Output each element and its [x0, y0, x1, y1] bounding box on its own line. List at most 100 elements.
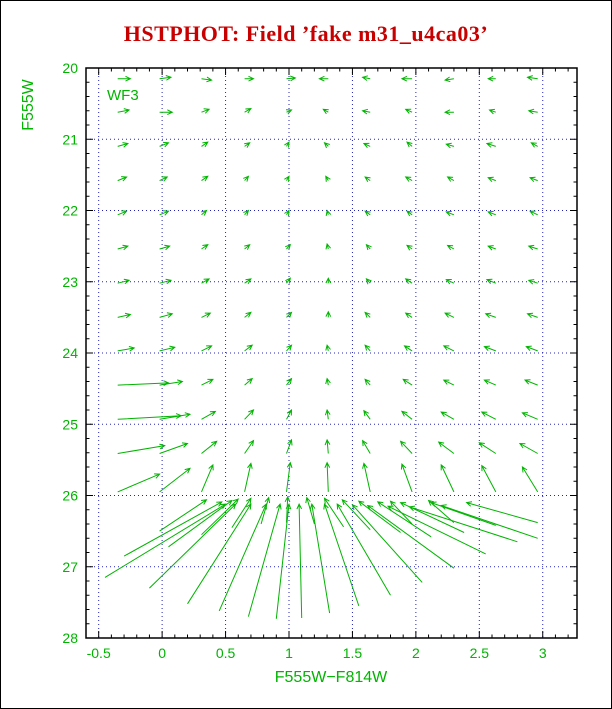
camera-label: WF3 [107, 87, 139, 104]
vector-arrow [286, 311, 293, 318]
vector-arrow [444, 312, 455, 318]
y-tick-label: 20 [62, 60, 78, 76]
vector-arrow [247, 502, 282, 617]
vector-arrow [484, 312, 496, 319]
vector-arrow [530, 142, 538, 148]
chart-title: HSTPHOT: Field ’fake m31_u4ca03’ [123, 21, 489, 46]
y-tick-label: 27 [62, 559, 78, 575]
vector-arrow [284, 141, 290, 148]
vector-arrow [159, 141, 170, 148]
vector-arrow [404, 176, 413, 182]
vector-arrow [404, 312, 413, 319]
vector-arrow [244, 462, 253, 493]
x-tick-label: 0.5 [216, 645, 236, 661]
vector-arrow [324, 408, 331, 420]
vector-arrow [487, 75, 496, 82]
vector-arrow [376, 501, 432, 538]
vector-arrow [322, 108, 329, 115]
vector-arrow [527, 279, 538, 285]
vector-arrow [117, 108, 131, 114]
vector-arrow [159, 278, 173, 285]
x-tick-label: 2 [412, 645, 420, 661]
vector-arrow [325, 175, 331, 182]
vector-arrow [404, 278, 413, 284]
vector-arrow [117, 75, 132, 82]
vector-arrow [243, 209, 250, 216]
vector-arrow [201, 141, 209, 148]
vector-arrow [159, 345, 176, 352]
vector-arrow [284, 209, 290, 217]
vector-arrow [117, 176, 128, 182]
vector-arrow [305, 496, 315, 525]
vector-arrow [117, 278, 131, 285]
vector-arrow [445, 279, 455, 285]
vector-arrow [525, 345, 538, 352]
vector-arrow [284, 175, 290, 182]
vector-arrow [296, 502, 303, 619]
vector-arrow [445, 210, 455, 217]
x-tick-label: 2.5 [470, 645, 490, 661]
vector-arrow [159, 379, 184, 386]
vector-arrow [244, 344, 254, 352]
vector-arrow [286, 344, 293, 352]
vector-arrow [244, 75, 255, 82]
vector-arrow [465, 501, 538, 524]
vector-arrow [363, 409, 371, 420]
vector-arrow [325, 209, 332, 216]
y-tick-label: 23 [62, 274, 78, 290]
x-tick-label: 3 [539, 645, 547, 661]
vector-arrow [117, 443, 166, 454]
vector-arrow [285, 243, 292, 251]
vector-arrow [231, 497, 252, 528]
vector-arrow [284, 495, 291, 523]
vector-arrow [323, 497, 345, 528]
vector-arrow [323, 142, 330, 149]
vector-arrow [483, 379, 497, 386]
vector-arrow [400, 463, 413, 493]
vector-arrow [117, 346, 136, 352]
vector-arrow [361, 108, 371, 115]
x-axis-title: F555W−F814W [275, 669, 388, 686]
vector-arrow [351, 503, 423, 583]
y-tick-label: 28 [62, 630, 78, 646]
vector-arrow [117, 244, 130, 251]
vector-arrow [366, 504, 455, 569]
vector-arrow [244, 108, 252, 114]
x-tick-label: -0.5 [87, 645, 111, 661]
vector-arrow [117, 210, 128, 216]
vector-arrow [159, 109, 174, 116]
vector-arrow [442, 379, 455, 386]
vector-arrow [527, 108, 538, 115]
vector-arrow [285, 277, 291, 284]
vector-arrow [487, 245, 496, 251]
vector-arrow [286, 461, 293, 492]
vector-arrow [404, 108, 413, 114]
vector-arrow [364, 344, 371, 352]
vector-arrow [440, 411, 455, 420]
vector-arrow [286, 377, 293, 386]
vector-arrow [325, 344, 331, 352]
y-tick-label: 21 [62, 131, 78, 147]
vector-arrow [309, 502, 331, 614]
vector-arrow [318, 75, 329, 82]
y-tick-label: 26 [62, 488, 78, 504]
y-tick-label: 24 [62, 345, 78, 361]
vector-arrow [117, 312, 132, 319]
vector-arrow [403, 345, 413, 352]
vector-arrow [478, 442, 497, 454]
vector-arrow [159, 75, 173, 81]
vector-arrow [336, 503, 391, 596]
vector-arrow [159, 244, 171, 251]
vector-arrow [244, 243, 251, 250]
x-tick-label: 1.5 [343, 645, 363, 661]
tick-layer [86, 67, 577, 639]
vector-arrow [341, 498, 371, 531]
vector-arrow [365, 243, 372, 251]
vector-arrow [487, 176, 496, 183]
vector-arrow [437, 441, 455, 454]
vector-arrow [201, 244, 209, 250]
vector-arrow [440, 463, 455, 493]
vector-arrow [362, 462, 371, 493]
vector-arrow [285, 109, 293, 115]
